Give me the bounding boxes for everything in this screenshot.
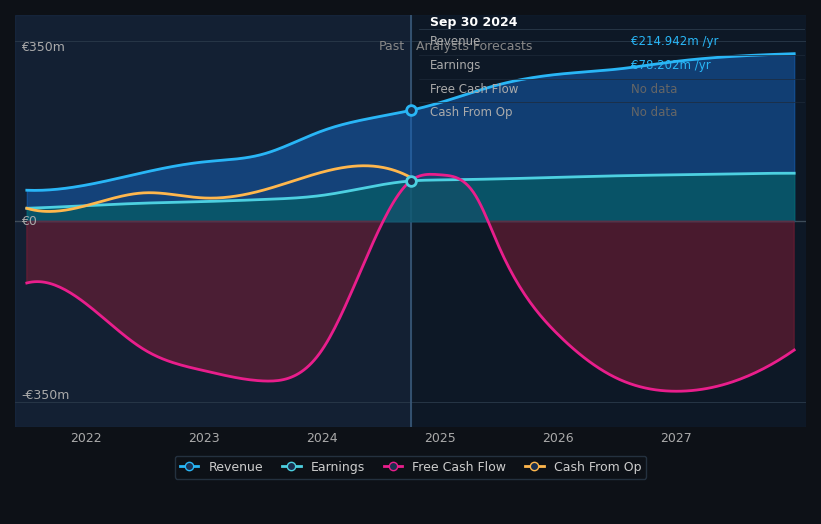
Text: Earnings: Earnings — [430, 59, 482, 72]
Bar — [410, 15, 806, 428]
Text: No data: No data — [631, 83, 677, 95]
Legend: Revenue, Earnings, Free Cash Flow, Cash From Op: Revenue, Earnings, Free Cash Flow, Cash … — [175, 456, 646, 479]
Text: No data: No data — [631, 106, 677, 119]
Text: €0: €0 — [21, 215, 37, 227]
Text: Past: Past — [378, 40, 405, 53]
Text: Analysts Forecasts: Analysts Forecasts — [416, 40, 533, 53]
Text: Revenue: Revenue — [430, 36, 482, 48]
Bar — [15, 15, 410, 428]
Text: €78.202m /yr: €78.202m /yr — [631, 59, 711, 72]
Text: Cash From Op: Cash From Op — [430, 106, 513, 119]
Text: Sep 30 2024: Sep 30 2024 — [430, 16, 518, 29]
Text: -€350m: -€350m — [21, 389, 69, 401]
Text: €214.942m /yr: €214.942m /yr — [631, 36, 718, 48]
Text: Free Cash Flow: Free Cash Flow — [430, 83, 519, 95]
Text: €350m: €350m — [21, 41, 65, 54]
